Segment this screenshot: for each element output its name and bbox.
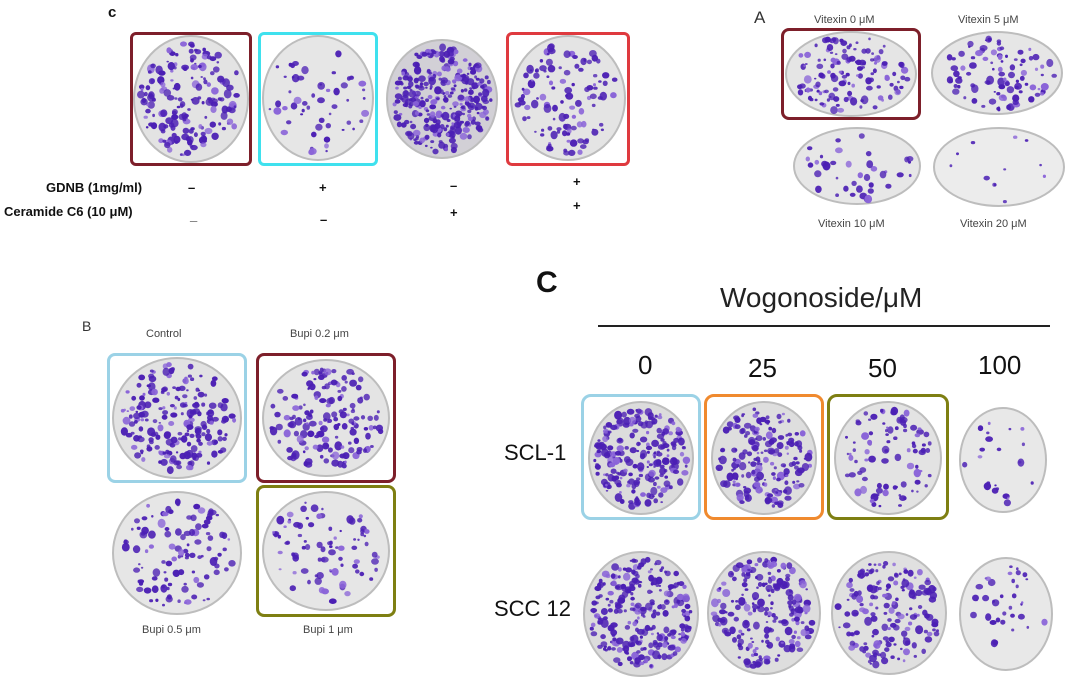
row-label-gdnb: GDNB (1mg/ml) — [46, 180, 143, 195]
scl1-dish-0 — [587, 400, 695, 516]
title-rule — [598, 325, 1050, 327]
panel-a-letter: A — [754, 8, 766, 27]
bupi-frame-control — [107, 353, 247, 483]
vitexin-label-5: Vitexin 5 μM — [958, 14, 1019, 26]
sign-ceramide-2: – — [320, 212, 328, 227]
bupi-frame-02 — [256, 353, 396, 483]
vitexin-dish-5 — [930, 30, 1064, 116]
c1-dish-3 — [385, 38, 499, 160]
scl1-frame-50 — [827, 394, 949, 520]
bupi-label-05: Bupi 0.5 μm — [142, 624, 201, 636]
c1-frame-2 — [258, 32, 378, 166]
bupi-dish-05 — [111, 490, 243, 616]
panel-c2-letter: C — [536, 266, 558, 299]
sign-gdnb-3: – — [450, 178, 458, 193]
conc-0: 0 — [638, 350, 653, 380]
sign-ceramide-4: + — [573, 198, 581, 213]
c1-frame-1 — [130, 32, 252, 166]
bupi-dish-control — [111, 356, 243, 480]
row-label-scl1: SCL-1 — [504, 440, 567, 465]
panel-c1-letter: c — [108, 4, 117, 21]
wogonoside-title: Wogonoside/μM — [720, 282, 923, 313]
scl1-dish-50 — [833, 400, 943, 516]
vitexin-label-10: Vitexin 10 μM — [818, 218, 885, 230]
row-label-scc12: SCC 12 — [494, 596, 572, 621]
vitexin-frame-0 — [781, 28, 921, 120]
scc12-dish-25 — [706, 550, 822, 676]
bupi-label-1: Bupi 1 μm — [303, 624, 353, 636]
vitexin-dish-0 — [784, 30, 918, 118]
c1-dish-1 — [132, 34, 250, 164]
conc-100: 100 — [978, 350, 1022, 380]
scl1-frame-25 — [704, 394, 824, 520]
bupi-label-control: Control — [146, 328, 182, 340]
scl1-frame-0 — [581, 394, 701, 520]
scc12-dish-100 — [958, 556, 1054, 672]
vitexin-dish-20 — [932, 126, 1066, 208]
bupi-dish-1 — [261, 490, 391, 612]
c1-dish-4 — [509, 34, 627, 162]
bupi-frame-1 — [256, 485, 396, 617]
bupi-label-02: Bupi 0.2 μm — [290, 328, 349, 340]
c1-dish-2 — [261, 34, 375, 162]
vitexin-label-0: Vitexin 0 μM — [814, 14, 875, 26]
scc12-dish-50 — [830, 550, 948, 676]
sign-gdnb-4: + — [573, 174, 581, 189]
conc-25: 25 — [748, 353, 777, 383]
sign-gdnb-1: – — [188, 180, 196, 195]
panel-b-letter: B — [82, 318, 92, 334]
vitexin-dish-10 — [792, 126, 922, 206]
scc12-dish-0 — [582, 550, 700, 678]
vitexin-label-20: Vitexin 20 μM — [960, 218, 1027, 230]
c1-frame-3 — [506, 32, 630, 166]
bupi-dish-02 — [261, 358, 391, 478]
scl1-dish-25 — [710, 400, 818, 516]
row-label-ceramide: Ceramide C6 (10 μM) — [4, 204, 133, 219]
sign-ceramide-1: _ — [190, 208, 198, 223]
sign-gdnb-2: + — [319, 180, 327, 195]
conc-50: 50 — [868, 353, 897, 383]
sign-ceramide-3: + — [450, 205, 458, 220]
scl1-dish-100 — [958, 406, 1048, 514]
